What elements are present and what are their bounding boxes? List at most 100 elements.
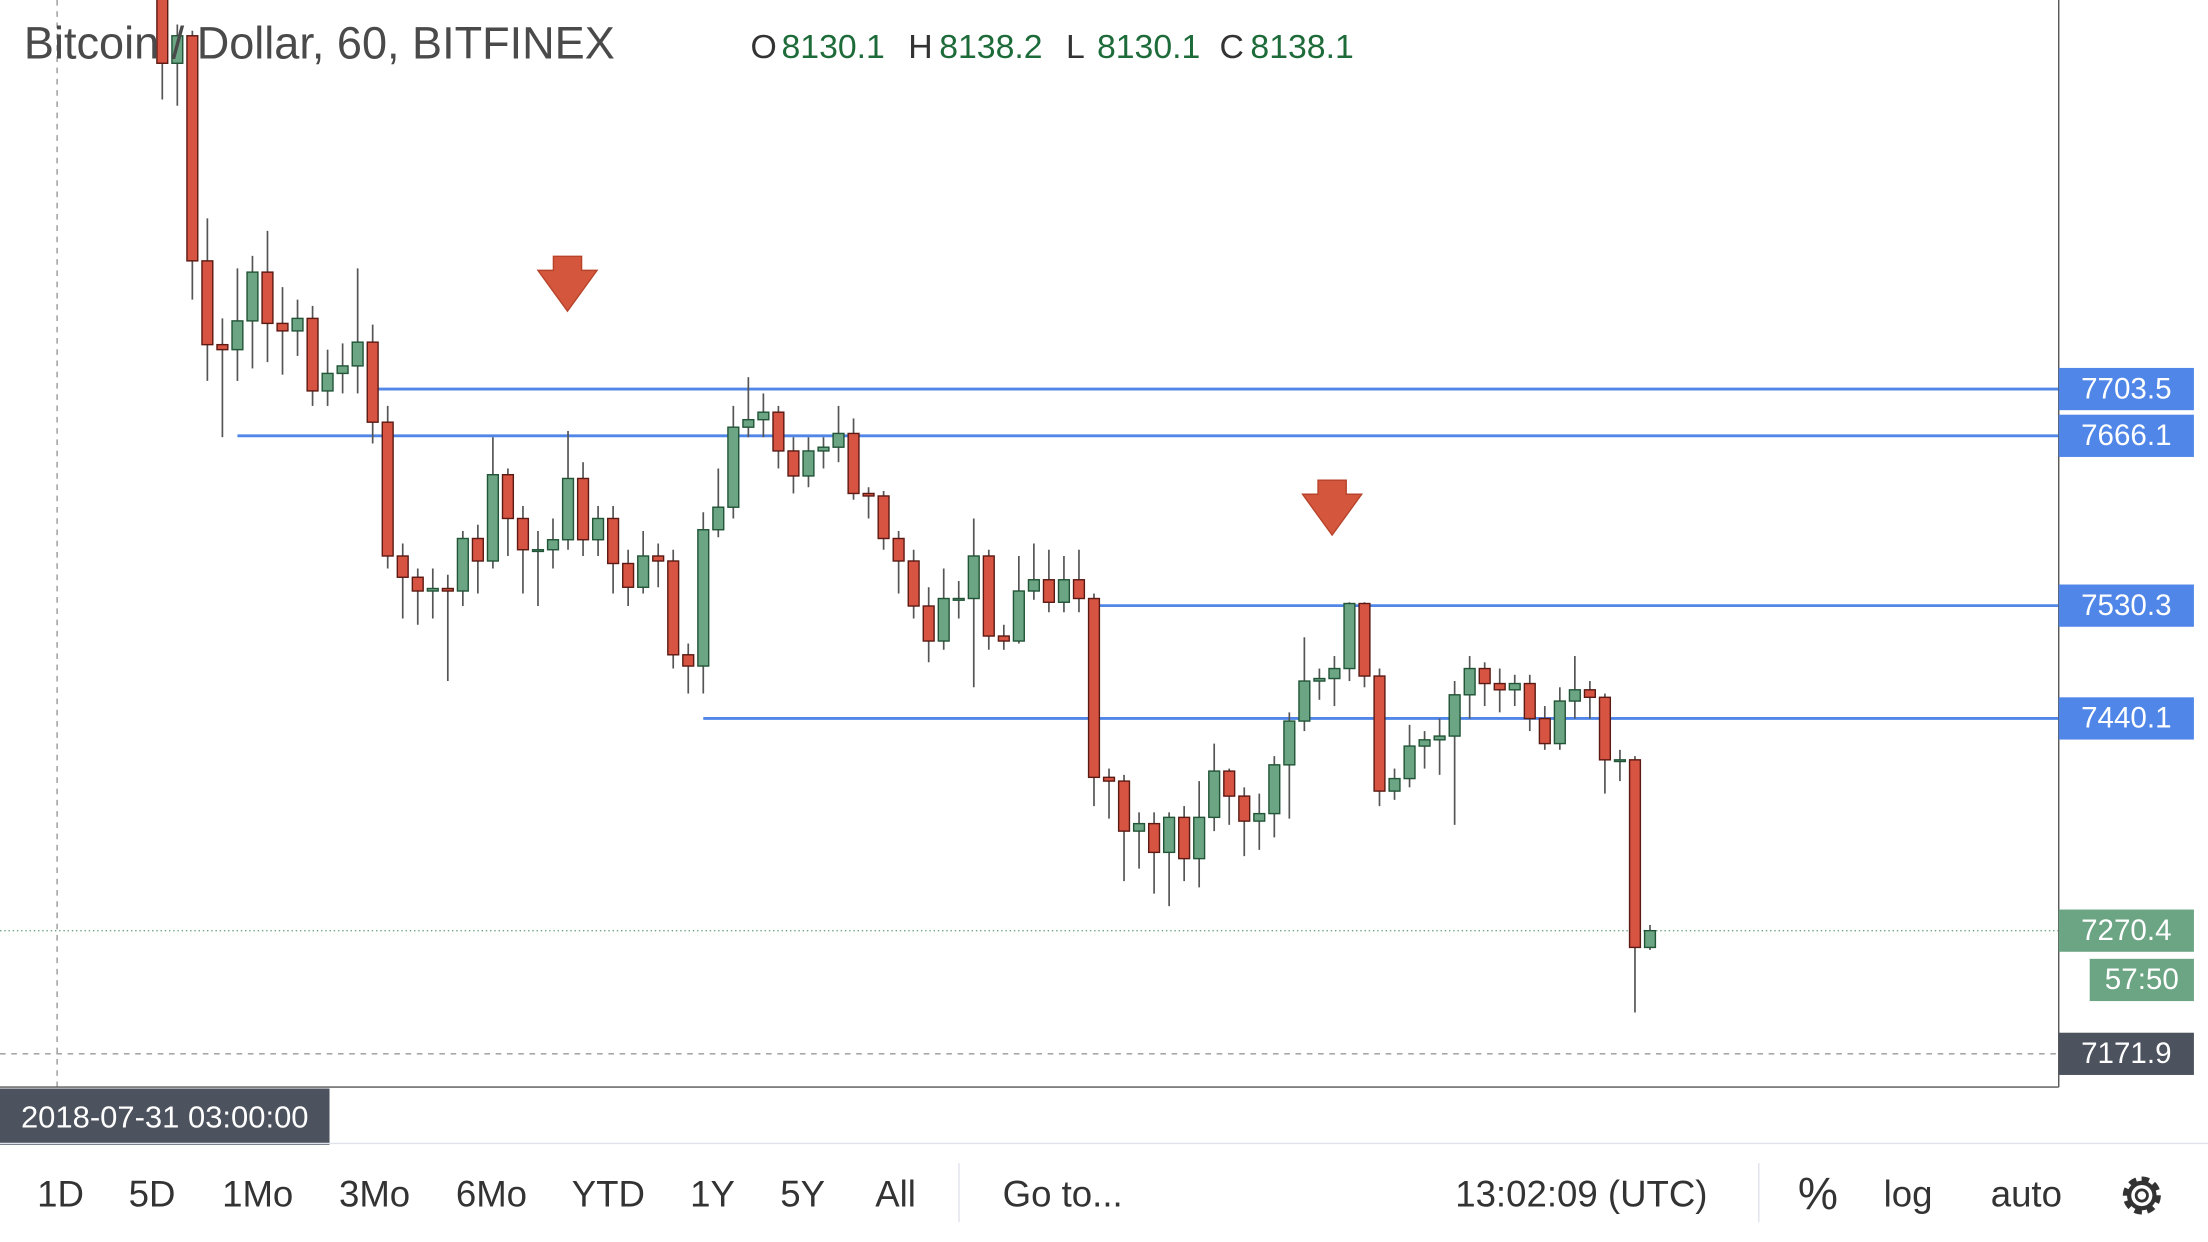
candle: [757, 393, 770, 438]
candle: [1027, 543, 1040, 600]
candle: [1418, 731, 1431, 769]
candle-body: [1433, 735, 1446, 741]
candle-body: [1193, 816, 1206, 860]
option-button[interactable]: auto: [1991, 1174, 2062, 1215]
candle-body: [1208, 770, 1221, 819]
candle: [276, 287, 289, 375]
candle-body: [922, 605, 935, 642]
candle: [1208, 743, 1221, 832]
candle: [1313, 668, 1326, 700]
level-label: 7530.3: [2081, 589, 2171, 622]
range-button[interactable]: YTD: [572, 1174, 645, 1215]
candle-body: [1223, 770, 1236, 797]
ohlc-value: 8138.2: [939, 28, 1042, 66]
candle: [1493, 668, 1506, 713]
candle: [186, 30, 199, 300]
candle-body: [832, 432, 845, 448]
option-button[interactable]: log: [1884, 1174, 1933, 1215]
range-button[interactable]: All: [875, 1174, 916, 1215]
candle: [546, 518, 560, 569]
candle: [637, 530, 650, 594]
candle: [1478, 662, 1491, 707]
candle: [201, 218, 214, 381]
range-button[interactable]: 5D: [129, 1174, 176, 1215]
candle-body: [1463, 667, 1476, 696]
candle: [441, 574, 454, 682]
level-label-box: [2058, 414, 2194, 457]
candle: [847, 418, 860, 500]
candle-body: [802, 450, 815, 477]
range-button[interactable]: 3Mo: [339, 1174, 410, 1215]
candle-body: [471, 537, 484, 562]
range-button[interactable]: 1Y: [690, 1174, 735, 1215]
candle: [802, 437, 815, 488]
last-price-label: 7270.4: [2081, 914, 2171, 947]
axis: 7703.5 7666.1 7530.3 7440.1 7270.4 57:50 7171.…: [0, 367, 2194, 1145]
candle-body: [787, 450, 800, 477]
candle-body: [1163, 816, 1176, 854]
level-label-box: [2058, 697, 2194, 740]
candle: [1568, 656, 1581, 719]
range-button[interactable]: 5Y: [780, 1174, 825, 1215]
candle-body: [982, 555, 995, 637]
candle-body: [1042, 579, 1056, 603]
candle: [727, 405, 740, 519]
candle: [381, 405, 394, 569]
candle: [922, 587, 935, 663]
candle-body: [576, 477, 590, 541]
candle: [1328, 656, 1341, 707]
candle: [1042, 549, 1056, 613]
candle: [291, 299, 304, 356]
candle: [1433, 718, 1446, 775]
candle-body: [892, 537, 905, 562]
candle: [1628, 756, 1642, 1013]
candle-body: [1508, 682, 1521, 691]
candle-body: [1117, 780, 1131, 832]
candle-body: [1598, 696, 1612, 761]
candle-body: [772, 411, 785, 452]
candle: [772, 405, 785, 469]
candle: [742, 377, 755, 438]
candle-body: [351, 341, 364, 367]
countdown-label: 57:50: [2105, 963, 2179, 996]
candle-body: [1358, 602, 1371, 677]
candle: [1538, 706, 1551, 750]
candle-body: [441, 587, 454, 592]
range-button[interactable]: 1D: [37, 1174, 84, 1215]
settings-icon[interactable]: [2122, 1176, 2161, 1215]
candle: [336, 343, 349, 394]
last-price-box: [2058, 909, 2194, 952]
candle: [576, 462, 590, 556]
candle: [366, 324, 379, 444]
goto-button[interactable]: Go to...: [1003, 1174, 1123, 1215]
candle-body: [817, 446, 830, 452]
candle-body: [937, 597, 950, 642]
level-label-box: [2058, 367, 2194, 411]
range-button[interactable]: 1Mo: [222, 1174, 293, 1215]
candle-body: [742, 418, 755, 428]
candle: [1613, 749, 1627, 782]
candle-body: [1493, 682, 1506, 691]
candle-body: [1253, 812, 1266, 822]
candle: [907, 549, 920, 619]
candle-body: [1132, 822, 1146, 832]
option-button[interactable]: %: [1798, 1168, 1838, 1219]
candle: [396, 543, 409, 619]
range-button[interactable]: 6Mo: [456, 1174, 527, 1215]
level-label: 7703.5: [2081, 372, 2171, 405]
candle: [1117, 774, 1131, 882]
candle: [1253, 793, 1266, 850]
candle-body: [1343, 602, 1356, 670]
ohlc-key: C: [1219, 28, 1243, 66]
candles: [156, 0, 1657, 1013]
candle-body: [276, 322, 289, 332]
candle-body: [366, 341, 379, 423]
candle-body: [682, 654, 695, 667]
ohlc-header: O 8130.1 H 8138.2 L 8130.1 C 8138.1: [751, 28, 1354, 66]
candle: [1373, 668, 1386, 807]
candle: [516, 505, 530, 594]
level-label-box: [2058, 584, 2194, 627]
candle: [1403, 724, 1416, 788]
candle-body: [1418, 739, 1431, 747]
